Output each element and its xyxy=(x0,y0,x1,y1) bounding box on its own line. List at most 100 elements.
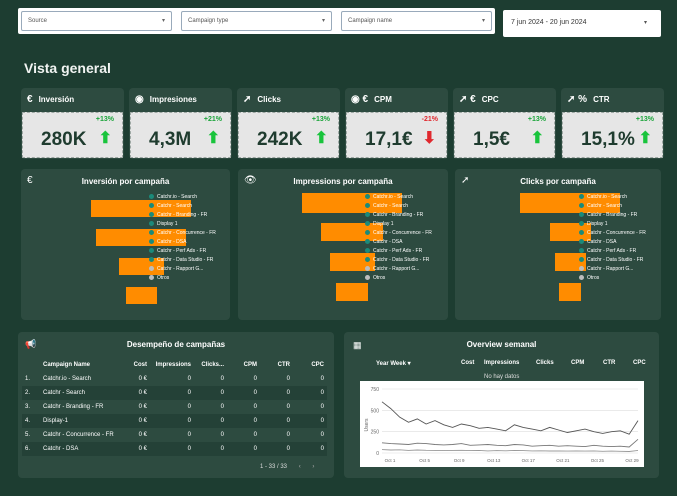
chart-bar[interactable] xyxy=(520,193,620,213)
date-range-picker[interactable]: 7 jun 2024 - 20 jun 2024 ▾ xyxy=(503,10,661,37)
source-filter[interactable]: Source ▾ xyxy=(21,11,172,31)
legend-item[interactable]: Catchr - Rapport G... xyxy=(579,266,633,272)
column-header[interactable]: CPC xyxy=(633,360,646,366)
next-page-button[interactable]: › xyxy=(312,464,315,470)
legend-label: Catchr.io - Search xyxy=(373,193,414,200)
table-row[interactable]: 6. Catchr - DSA 0 €0 0 0 0 0 xyxy=(22,442,327,456)
column-header[interactable]: Clicks... xyxy=(201,362,224,368)
metric-cell: 0 xyxy=(253,404,257,410)
legend-item[interactable]: Catchr - Search xyxy=(579,203,622,209)
year-week-header[interactable]: Year Week ▾ xyxy=(376,361,411,367)
legend-label: Catchr - Search xyxy=(157,202,193,209)
x-tick-label: Oct 21 xyxy=(556,458,570,463)
table-row[interactable]: 2. Catchr - Search 0 €0 0 0 0 0 xyxy=(22,386,327,400)
kpi-value: 17,1€ xyxy=(365,129,413,150)
legend-item[interactable]: Catchr.io - Search xyxy=(365,194,413,200)
campaign-name-cell: Catchr - Concurrence - FR xyxy=(43,432,114,438)
panel-title: Overview semanal xyxy=(466,340,537,349)
legend-label: Catchr - Data Studio - FR xyxy=(373,256,430,263)
chevron-down-icon: ▾ xyxy=(643,20,647,26)
chart-bar[interactable] xyxy=(336,283,368,301)
legend-item[interactable]: Catchr.io - Search xyxy=(149,194,197,200)
legend-item[interactable]: Catchr - Rapport G... xyxy=(365,266,419,272)
legend-item[interactable]: Catchr - Concurrence - FR xyxy=(365,230,432,236)
column-header[interactable]: Cost xyxy=(461,360,475,366)
legend-item[interactable]: Otros xyxy=(149,275,169,281)
column-header[interactable]: CPM xyxy=(571,360,585,366)
legend-item[interactable]: Display 1 xyxy=(149,221,178,227)
chart-bar[interactable] xyxy=(559,283,581,301)
chart-bar[interactable] xyxy=(549,223,591,241)
legend-label: Otros xyxy=(373,274,386,281)
campaign-type-filter[interactable]: Campaign type ▾ xyxy=(181,11,332,31)
column-header[interactable]: CPM xyxy=(243,362,257,368)
column-header[interactable]: CPC xyxy=(311,362,324,368)
legend-item[interactable]: Catchr - Branding - FR xyxy=(579,212,637,218)
legend-item[interactable]: Catchr - Branding - FR xyxy=(149,212,207,218)
table-row[interactable]: 1. Catchr.io - Search 0 € 0 0 0 0 0 xyxy=(22,372,327,386)
table-row[interactable]: 4. Display-1 0 €0 0 0 0 0 xyxy=(22,414,327,428)
arrow-up-icon: ⬆ xyxy=(206,130,220,147)
legend-label: Catchr - Search xyxy=(587,202,623,209)
legend-swatch xyxy=(149,221,154,226)
kpi-label: CPM xyxy=(374,95,392,104)
legend-swatch xyxy=(149,239,154,244)
table-row[interactable]: 3. Catchr - Branding - FR 0 € 0 0 0 0 0 xyxy=(22,400,327,414)
column-header[interactable]: Cost xyxy=(133,362,147,368)
legend-item[interactable]: Display 1 xyxy=(579,221,608,227)
kpi-label: Impresiones xyxy=(149,95,197,104)
legend-item[interactable]: Display 1 xyxy=(365,221,394,227)
legend-item[interactable]: Catchr - Concurrence - FR xyxy=(149,230,216,236)
eye-icon: ◉ xyxy=(135,94,144,105)
column-header[interactable]: CTR xyxy=(277,362,290,368)
panel-title: Inversión por campaña xyxy=(81,177,170,186)
legend-item[interactable]: Catchr - DSA xyxy=(365,239,402,245)
legend-item[interactable]: Catchr - Perf Ads - FR xyxy=(149,248,206,254)
chart-bar[interactable] xyxy=(302,193,402,213)
legend-item[interactable]: Catchr - Search xyxy=(149,203,192,209)
legend-item[interactable]: Otros xyxy=(579,275,599,281)
chart-bar[interactable] xyxy=(91,200,191,217)
kpi-header: ➚ % CTR xyxy=(567,94,610,105)
x-tick-label: Oct 1 xyxy=(385,458,396,463)
column-header[interactable]: CTR xyxy=(603,360,616,366)
table-row[interactable]: 5. Catchr - Concurrence - FR 0 € 0 0 0 0 0 xyxy=(22,428,327,442)
legend-swatch xyxy=(149,248,154,253)
legend-item[interactable]: Otros xyxy=(365,275,385,281)
legend-item[interactable]: Catchr.io - Search xyxy=(579,194,627,200)
legend-item[interactable]: Catchr - DSA xyxy=(149,239,186,245)
legend-swatch xyxy=(579,239,584,244)
legend-swatch xyxy=(579,194,584,199)
chart-bar[interactable] xyxy=(96,229,186,246)
legend-item[interactable]: Catchr - Perf Ads - FR xyxy=(579,248,636,254)
legend-item[interactable]: Catchr - Concurrence - FR xyxy=(579,230,646,236)
chart-bar[interactable] xyxy=(321,223,383,241)
impressions-by-campaign-panel: 👁 Impressions por campaña Catchr.io - Se… xyxy=(238,169,448,320)
legend-item[interactable]: Catchr - Data Studio - FR xyxy=(365,257,429,263)
kpi-header: € Inversión xyxy=(27,94,74,105)
legend-label: Catchr - Rapport G... xyxy=(157,265,204,272)
legend-item[interactable]: Catchr - Data Studio - FR xyxy=(149,257,213,263)
chart-bar[interactable] xyxy=(125,287,157,304)
legend-item[interactable]: Catchr - Search xyxy=(365,203,408,209)
campaign-name-filter[interactable]: Campaign name ▾ xyxy=(341,11,492,31)
prev-page-button[interactable]: ‹ xyxy=(298,464,301,470)
legend-item[interactable]: Catchr - Rapport G... xyxy=(149,266,203,272)
metric-cell: 0 xyxy=(286,432,290,438)
metric-cell: 0 xyxy=(187,404,191,410)
legend-item[interactable]: Catchr - Data Studio - FR xyxy=(579,257,643,263)
column-header[interactable]: Impressions xyxy=(155,362,191,368)
chart-bar[interactable] xyxy=(554,253,586,271)
column-header[interactable]: Clicks xyxy=(536,360,554,366)
legend-label: Catchr - Data Studio - FR xyxy=(587,256,644,263)
legend-swatch xyxy=(149,194,154,199)
legend-item[interactable]: Catchr - Perf Ads - FR xyxy=(365,248,422,254)
column-header[interactable]: Impressions xyxy=(484,360,520,366)
metric-cell: 0 € xyxy=(138,404,147,410)
chart-bar[interactable] xyxy=(329,253,375,271)
metric-cell: 0 xyxy=(253,432,257,438)
legend-item[interactable]: Catchr - DSA xyxy=(579,239,616,245)
legend-item[interactable]: Catchr - Branding - FR xyxy=(365,212,423,218)
column-header[interactable]: Campaign Name xyxy=(43,362,91,368)
legend-label: Catchr - DSA xyxy=(587,238,617,245)
